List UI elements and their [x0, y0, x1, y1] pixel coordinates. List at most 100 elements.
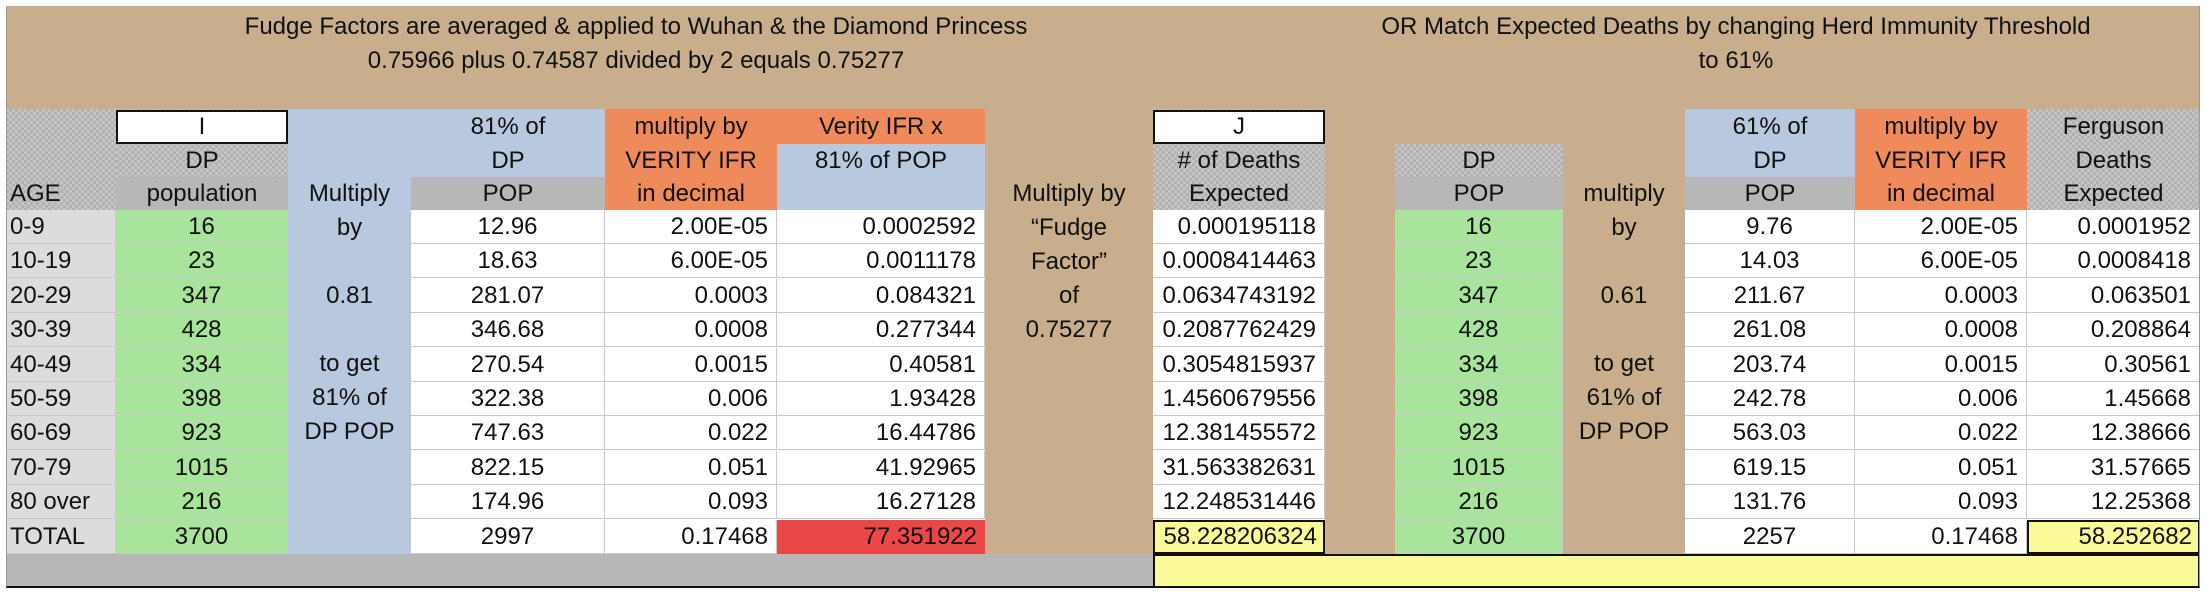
verity-product-cell[interactable]: 16.27128 [777, 485, 985, 520]
p81-cell[interactable]: 346.68 [411, 313, 605, 348]
age-cell[interactable]: 20-29 [6, 278, 116, 313]
verity-product-cell[interactable]: 0.0011178 [777, 244, 985, 279]
age-cell[interactable]: 80 over [6, 485, 116, 520]
ferguson-deaths-cell[interactable]: 31.57665 [2027, 450, 2200, 485]
age-cell[interactable]: 50-59 [6, 382, 116, 416]
verity-product-cell[interactable]: 16.44786 [777, 416, 985, 451]
dp-pop-cell[interactable]: 16 [116, 210, 288, 244]
total-p61[interactable]: 2257 [1685, 520, 1855, 554]
ifr2-cell[interactable]: 0.022 [1855, 416, 2027, 451]
deaths-expected-cell[interactable]: 0.0008414463 [1153, 244, 1325, 279]
ifr-cell[interactable]: 0.006 [605, 382, 777, 416]
ifr2-cell[interactable]: 0.0003 [1855, 278, 2027, 313]
p81-cell[interactable]: 281.07 [411, 278, 605, 313]
age-cell[interactable]: 70-79 [6, 450, 116, 485]
ferguson-deaths-cell[interactable]: 0.30561 [2027, 347, 2200, 382]
p81-cell[interactable]: 270.54 [411, 347, 605, 382]
ferguson-deaths-cell[interactable]: 12.25368 [2027, 485, 2200, 520]
p61-cell[interactable]: 563.03 [1685, 416, 1855, 451]
dp-pop2-cell[interactable]: 1015 [1395, 450, 1563, 485]
dp-pop2-cell[interactable]: 23 [1395, 244, 1563, 279]
total-age[interactable]: TOTAL [6, 520, 116, 554]
deaths-expected-cell[interactable]: 0.2087762429 [1153, 313, 1325, 348]
verity-product-cell[interactable]: 0.277344 [777, 313, 985, 348]
total-ferg[interactable]: 58.252682 [2078, 523, 2192, 550]
deaths-expected-cell[interactable]: 12.381455572 [1153, 416, 1325, 451]
p61-cell[interactable]: 14.03 [1685, 244, 1855, 279]
p61-cell[interactable]: 619.15 [1685, 450, 1855, 485]
age-cell[interactable]: 40-49 [6, 347, 116, 382]
deaths-expected-cell[interactable]: 12.248531446 [1153, 485, 1325, 520]
ferguson-deaths-cell[interactable]: 0.0001952 [2027, 210, 2200, 244]
age-cell[interactable]: 0-9 [6, 210, 116, 244]
ifr-cell[interactable]: 0.093 [605, 485, 777, 520]
total-pop[interactable]: 3700 [116, 520, 288, 554]
dp-pop2-cell[interactable]: 347 [1395, 278, 1563, 313]
ifr-cell[interactable]: 0.0003 [605, 278, 777, 313]
p61-cell[interactable]: 211.67 [1685, 278, 1855, 313]
deaths-expected-cell[interactable]: 0.0634743192 [1153, 278, 1325, 313]
dp-pop-cell[interactable]: 23 [116, 244, 288, 279]
p61-cell[interactable]: 203.74 [1685, 347, 1855, 382]
p61-cell[interactable]: 242.78 [1685, 382, 1855, 416]
p81-cell[interactable]: 322.38 [411, 382, 605, 416]
p81-cell[interactable]: 18.63 [411, 244, 605, 279]
deaths-expected-cell[interactable]: 31.563382631 [1153, 450, 1325, 485]
p81-cell[interactable]: 747.63 [411, 416, 605, 451]
dp-pop2-cell[interactable]: 428 [1395, 313, 1563, 348]
age-cell[interactable]: 10-19 [6, 244, 116, 279]
verity-product-cell[interactable]: 1.93428 [777, 382, 985, 416]
ifr2-cell[interactable]: 0.006 [1855, 382, 2027, 416]
dp-pop-cell[interactable]: 398 [116, 382, 288, 416]
total-p81[interactable]: 2997 [411, 520, 605, 554]
age-cell[interactable]: 60-69 [6, 416, 116, 451]
deaths-expected-cell[interactable]: 0.000195118 [1153, 210, 1325, 244]
dp-pop2-cell[interactable]: 334 [1395, 347, 1563, 382]
dp-pop2-cell[interactable]: 16 [1395, 210, 1563, 244]
ferguson-deaths-cell[interactable]: 0.063501 [2027, 278, 2200, 313]
ifr-cell[interactable]: 6.00E-05 [605, 244, 777, 279]
p61-cell[interactable]: 9.76 [1685, 210, 1855, 244]
dp-pop2-cell[interactable]: 923 [1395, 416, 1563, 451]
p81-cell[interactable]: 174.96 [411, 485, 605, 520]
ferguson-deaths-cell[interactable]: 0.0008418 [2027, 244, 2200, 279]
ifr2-cell[interactable]: 0.051 [1855, 450, 2027, 485]
p61-cell[interactable]: 131.76 [1685, 485, 1855, 520]
age-cell[interactable]: 30-39 [6, 313, 116, 348]
ifr2-cell[interactable]: 2.00E-05 [1855, 210, 2027, 244]
p81-cell[interactable]: 822.15 [411, 450, 605, 485]
dp-pop-cell[interactable]: 428 [116, 313, 288, 348]
dp-pop-cell[interactable]: 347 [116, 278, 288, 313]
ifr2-cell[interactable]: 0.0008 [1855, 313, 2027, 348]
dp-pop2-cell[interactable]: 216 [1395, 485, 1563, 520]
ifr-cell[interactable]: 0.0008 [605, 313, 777, 348]
ifr-cell[interactable]: 0.051 [605, 450, 777, 485]
ifr2-cell[interactable]: 6.00E-05 [1855, 244, 2027, 279]
ferguson-deaths-cell[interactable]: 12.38666 [2027, 416, 2200, 451]
dp-pop-cell[interactable]: 334 [116, 347, 288, 382]
total-verity[interactable]: 77.351922 [863, 523, 977, 550]
total-ifr2[interactable]: 0.17468 [1855, 520, 2027, 554]
dp-pop-cell[interactable]: 923 [116, 416, 288, 451]
verity-product-cell[interactable]: 0.084321 [777, 278, 985, 313]
verity-product-cell[interactable]: 0.0002592 [777, 210, 985, 244]
dp-pop-cell[interactable]: 1015 [116, 450, 288, 485]
deaths-expected-cell[interactable]: 0.3054815937 [1153, 347, 1325, 382]
ifr2-cell[interactable]: 0.0015 [1855, 347, 2027, 382]
total-pop2[interactable]: 3700 [1395, 520, 1563, 554]
p61-cell[interactable]: 261.08 [1685, 313, 1855, 348]
dp-pop2-cell[interactable]: 398 [1395, 382, 1563, 416]
deaths-expected-cell[interactable]: 1.4560679556 [1153, 382, 1325, 416]
ferguson-deaths-cell[interactable]: 0.208864 [2027, 313, 2200, 348]
ifr2-cell[interactable]: 0.093 [1855, 485, 2027, 520]
p81-cell[interactable]: 12.96 [411, 210, 605, 244]
total-ifr[interactable]: 0.17468 [605, 520, 777, 554]
ifr-cell[interactable]: 0.022 [605, 416, 777, 451]
verity-product-cell[interactable]: 0.40581 [777, 347, 985, 382]
ifr-cell[interactable]: 0.0015 [605, 347, 777, 382]
verity-product-cell[interactable]: 41.92965 [777, 450, 985, 485]
ifr-cell[interactable]: 2.00E-05 [605, 210, 777, 244]
dp-pop-cell[interactable]: 216 [116, 485, 288, 520]
total-deaths[interactable]: 58.228206324 [1163, 523, 1318, 550]
ferguson-deaths-cell[interactable]: 1.45668 [2027, 382, 2200, 416]
